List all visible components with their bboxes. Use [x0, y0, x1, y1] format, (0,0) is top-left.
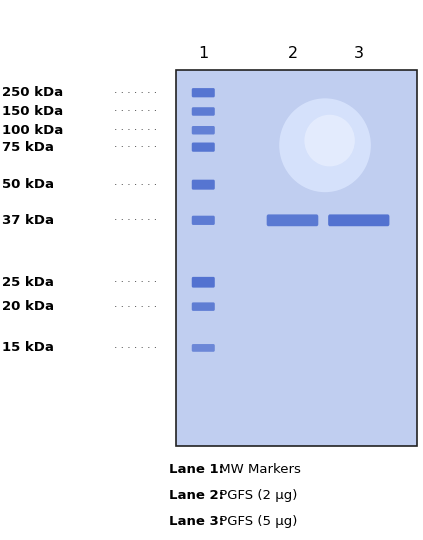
Text: 3: 3 [354, 46, 364, 62]
FancyBboxPatch shape [192, 143, 215, 152]
FancyBboxPatch shape [266, 214, 318, 226]
FancyBboxPatch shape [192, 277, 215, 288]
Text: MW Markers: MW Markers [215, 463, 301, 476]
Bar [176, 70, 417, 445]
Text: · · · · · · ·: · · · · · · · [114, 142, 157, 152]
Text: · · · · · · ·: · · · · · · · [114, 277, 157, 287]
Text: 25 kDa: 25 kDa [2, 276, 54, 289]
FancyBboxPatch shape [192, 344, 215, 352]
Text: 2: 2 [287, 46, 297, 62]
Text: 20 kDa: 20 kDa [2, 300, 54, 313]
FancyBboxPatch shape [192, 180, 215, 190]
FancyBboxPatch shape [328, 214, 390, 226]
Text: · · · · · · ·: · · · · · · · [114, 180, 157, 190]
Text: 50 kDa: 50 kDa [2, 178, 54, 191]
Text: 250 kDa: 250 kDa [2, 86, 63, 99]
Text: 37 kDa: 37 kDa [2, 214, 54, 227]
FancyBboxPatch shape [192, 302, 215, 311]
FancyBboxPatch shape [192, 126, 215, 134]
Text: PGFS (2 μg): PGFS (2 μg) [215, 489, 297, 502]
Text: PGFS (5 μg): PGFS (5 μg) [215, 515, 297, 528]
Text: · · · · · · ·: · · · · · · · [114, 343, 157, 353]
Text: Lane 2:: Lane 2: [169, 489, 224, 502]
Text: · · · · · · ·: · · · · · · · [114, 87, 157, 98]
Text: 100 kDa: 100 kDa [2, 124, 63, 137]
Text: 1: 1 [198, 46, 209, 62]
Text: 15 kDa: 15 kDa [2, 341, 54, 354]
Text: 75 kDa: 75 kDa [2, 140, 54, 154]
Ellipse shape [279, 98, 371, 192]
FancyBboxPatch shape [192, 107, 215, 116]
FancyBboxPatch shape [192, 88, 215, 97]
Text: · · · · · · ·: · · · · · · · [114, 106, 157, 117]
FancyBboxPatch shape [192, 215, 215, 225]
Text: Lane 3:: Lane 3: [169, 515, 224, 528]
Text: Lane 1:: Lane 1: [169, 463, 224, 476]
Text: 150 kDa: 150 kDa [2, 105, 63, 118]
Text: · · · · · · ·: · · · · · · · [114, 125, 157, 135]
Ellipse shape [305, 115, 355, 166]
Text: · · · · · · ·: · · · · · · · [114, 215, 157, 225]
Text: · · · · · · ·: · · · · · · · [114, 302, 157, 312]
